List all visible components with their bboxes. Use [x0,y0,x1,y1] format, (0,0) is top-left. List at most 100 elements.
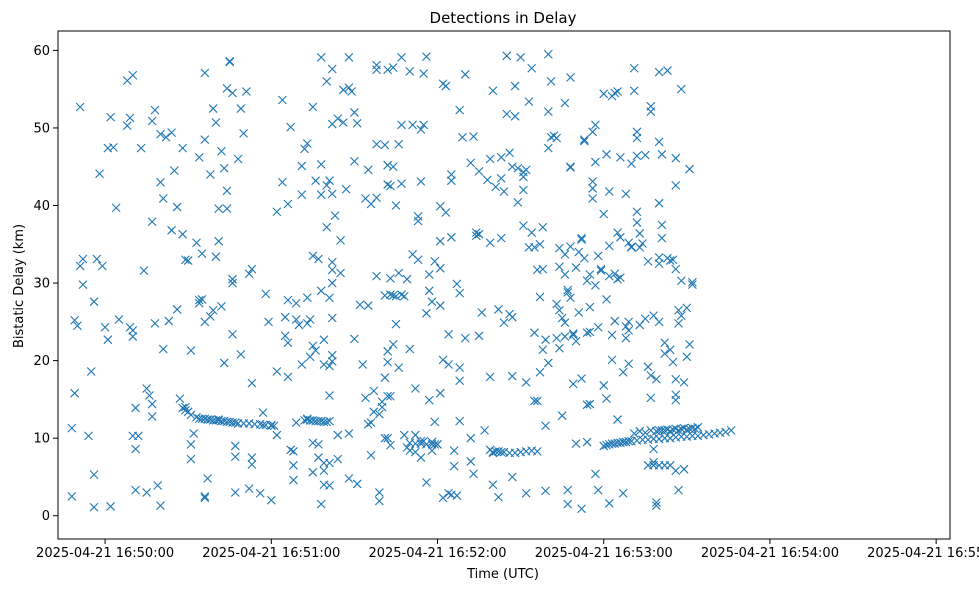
data-point [419,120,429,130]
data-point [333,430,343,440]
data-point [341,184,351,194]
x-axis-label: Time (UTC) [466,567,539,582]
data-point [383,65,393,75]
data-point [560,332,570,341]
data-point [660,338,670,348]
chart-title: Detections in Delay [430,9,577,27]
data-point [280,312,290,322]
data-point [668,255,678,265]
data-point [507,312,517,322]
data-point [70,388,80,398]
data-point [372,139,381,149]
data-point [485,238,495,248]
data-point [131,485,140,495]
data-point [624,317,634,327]
data-point [269,421,279,431]
data-point [211,252,221,262]
data-point [654,317,664,327]
data-point [211,118,221,127]
data-point [325,458,334,468]
data-point [344,52,354,62]
x-tick-label: 2025-04-21 16:50:00 [36,546,174,561]
data-point [397,52,406,62]
data-point [302,139,312,148]
data-point [89,470,99,480]
data-point [325,391,334,400]
data-point [327,313,337,323]
data-point [228,274,237,284]
data-point [394,363,404,372]
data-point [496,447,506,457]
data-point [369,386,379,396]
data-point [244,484,254,493]
data-point [671,390,681,400]
data-point [657,149,667,159]
data-point [571,263,581,272]
data-point [640,314,650,324]
data-point [679,464,689,474]
data-point [674,319,683,328]
data-point [604,271,614,281]
data-point [474,331,484,341]
data-point [150,319,160,328]
data-point [272,207,282,217]
data-point [471,231,481,241]
data-point [247,460,257,469]
y-axis-label: Bistatic Delay (km) [12,224,27,348]
data-point [460,333,470,343]
data-point [386,274,395,283]
data-point [676,276,686,286]
data-point [413,255,423,265]
data-point [200,135,210,144]
data-point [308,102,318,112]
data-point [507,162,517,172]
data-point [67,491,77,501]
data-point [438,355,448,365]
data-point [327,64,337,74]
data-point [405,344,415,354]
data-point [289,460,298,470]
data-point [585,327,595,337]
data-point [230,488,240,497]
data-point [217,146,226,156]
data-point [297,161,307,171]
data-point [167,225,176,235]
data-point [236,104,246,113]
data-point [147,217,157,227]
data-point [566,242,575,251]
data-point [347,87,357,96]
data-point [615,232,625,242]
data-point [150,105,160,115]
data-point [499,318,509,328]
data-point [391,319,401,329]
data-point [394,139,404,149]
data-point [131,403,140,413]
data-point [158,194,168,203]
data-point [640,428,650,438]
data-point [103,335,113,345]
data-point [568,329,578,338]
data-point [427,297,437,307]
data-point [582,400,592,410]
data-point [388,339,398,349]
data-point [538,264,548,274]
data-point [687,277,697,287]
data-point [535,292,545,302]
data-point [599,209,609,219]
data-point [125,113,135,123]
data-point [228,329,237,339]
data-point [563,285,573,295]
data-point [383,180,393,189]
data-point [621,189,631,199]
data-point [327,350,337,360]
data-point [424,270,434,279]
data-point [599,89,609,99]
data-point [145,391,154,400]
data-point [665,345,675,355]
data-point [222,204,232,213]
data-point [241,87,251,96]
data-point [291,418,301,428]
data-point [455,105,465,115]
data-point [316,499,326,509]
